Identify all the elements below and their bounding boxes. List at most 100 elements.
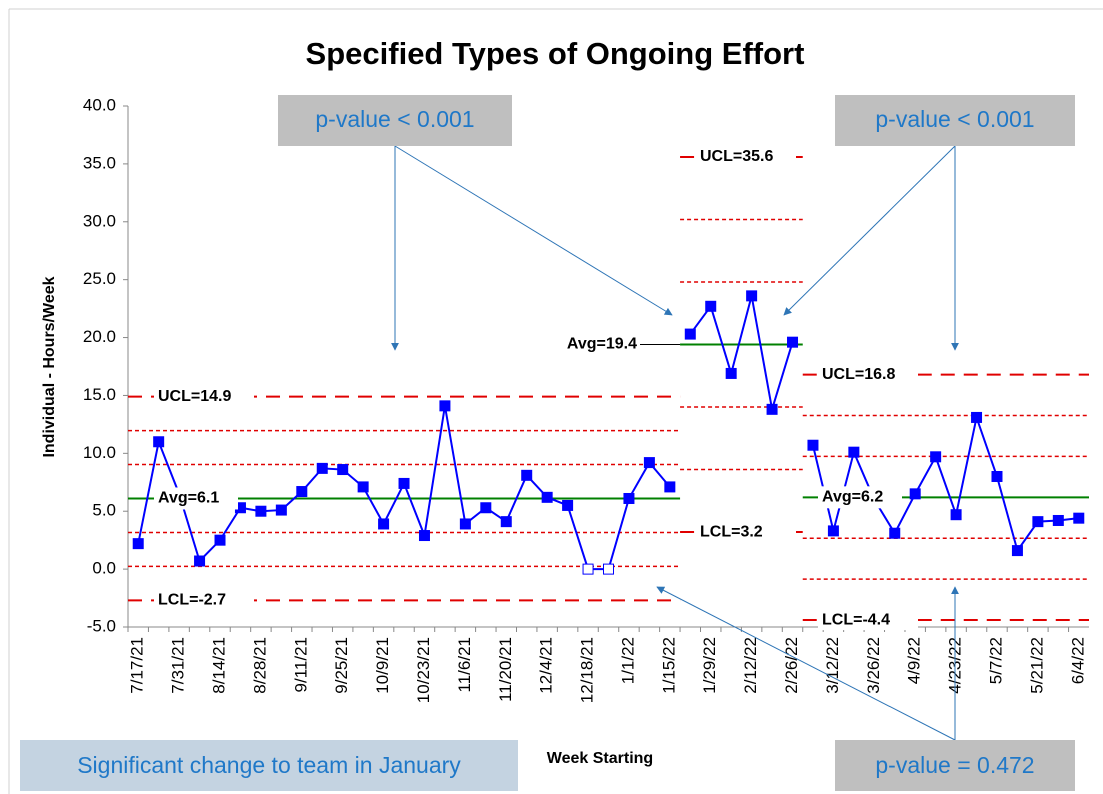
data-point [480, 502, 492, 514]
x-tick-label: 1/15/22 [659, 637, 678, 694]
data-point [296, 486, 308, 498]
data-point [603, 563, 614, 575]
annotation-text: p-value = 0.472 [875, 752, 1034, 778]
data-point [214, 534, 226, 546]
data-point [909, 488, 921, 500]
arrow [783, 145, 956, 316]
data-point [787, 336, 799, 348]
data-point [357, 481, 369, 493]
y-tick-label: 15.0 [83, 385, 116, 404]
data-point [562, 499, 574, 511]
data-point [664, 481, 676, 493]
annotation-text: Significant change to team in January [77, 752, 461, 778]
data-point [623, 492, 635, 504]
limit-label-bg [818, 610, 918, 631]
limit-label: UCL=35.6 [700, 148, 773, 165]
data-point [194, 555, 206, 567]
data-point [827, 525, 839, 537]
arrow [656, 586, 956, 741]
annotation-box [835, 740, 1075, 791]
annotations: p-value < 0.001 p-value < 0.001 Signific… [20, 95, 1075, 791]
data-point [316, 462, 328, 474]
x-tick-label: 5/7/22 [986, 637, 1005, 684]
avg-label: Avg=19.4 [567, 336, 637, 353]
x-tick-label: 6/4/22 [1068, 637, 1087, 684]
data-point [582, 563, 594, 575]
x-tick-label: 7/17/21 [128, 637, 147, 694]
data-point [255, 505, 267, 517]
data-point [398, 477, 410, 489]
x-tick-label: 7/31/21 [169, 637, 188, 694]
data-point [643, 457, 655, 469]
x-tick-label: 9/11/21 [291, 637, 310, 692]
x-tick-label: 3/26/22 [864, 637, 883, 694]
data-point [378, 518, 390, 530]
annotation-text: p-value < 0.001 [875, 106, 1034, 132]
x-tick-label: 5/21/22 [1027, 637, 1046, 694]
limit-label-bg [696, 522, 796, 543]
data-point [439, 400, 451, 412]
limit-label: LCL=3.2 [700, 523, 763, 540]
y-tick-label: 10.0 [83, 443, 116, 462]
limit-label-bg [154, 386, 254, 407]
x-tick-label: 8/14/21 [209, 637, 228, 694]
data-point [889, 527, 901, 539]
data-point [1073, 512, 1085, 524]
x-tick-label: 8/28/21 [250, 637, 269, 694]
x-tick-label: 11/20/21 [496, 637, 515, 702]
y-tick-label: 5.0 [92, 501, 116, 520]
x-tick-label: 10/9/21 [373, 637, 392, 694]
limit-label: LCL=-4.4 [822, 611, 890, 628]
data-point [153, 436, 165, 448]
data-point [521, 469, 533, 481]
data-point [971, 411, 983, 423]
avg-label: Avg=6.2 [822, 489, 883, 506]
x-tick-label: 3/12/22 [823, 637, 842, 694]
data-point [337, 464, 349, 476]
data-point [541, 491, 553, 503]
data-point [991, 470, 1003, 482]
x-tick-label: 12/4/21 [537, 637, 556, 694]
y-tick-label: 35.0 [83, 153, 116, 172]
annotation-box [278, 95, 512, 146]
limit-label: LCL=-2.7 [158, 592, 226, 609]
arrow [394, 145, 673, 316]
annotation-box [835, 95, 1075, 146]
x-tick-label: 9/25/21 [332, 637, 351, 694]
data-point [684, 328, 696, 340]
data-point [459, 518, 471, 530]
x-tick-label: 11/6/21 [455, 637, 474, 692]
data-point [418, 530, 430, 542]
y-tick-label: 40.0 [83, 95, 116, 114]
x-tick-label: 1/29/22 [700, 637, 719, 694]
y-tick-label: -5.0 [87, 616, 116, 635]
data-point [848, 446, 860, 458]
x-axis-label: Week Starting [547, 750, 653, 767]
data-point [807, 439, 819, 451]
avg-label: Avg=6.1 [158, 490, 219, 507]
data-point [132, 538, 144, 550]
avg-label-bg [154, 487, 238, 510]
annotation-text: p-value < 0.001 [315, 106, 474, 132]
y-tick-label: 25.0 [83, 269, 116, 288]
limit-label: UCL=14.9 [158, 388, 231, 405]
y-axis-label: Individual - Hours/Week [41, 276, 58, 457]
data-point [1052, 514, 1064, 526]
x-tick-label: 2/26/22 [782, 637, 801, 694]
limit-label-bg [696, 146, 796, 167]
y-tick-label: 20.0 [83, 327, 116, 346]
x-tick-label: 10/23/21 [414, 637, 433, 703]
data-point [1032, 516, 1044, 528]
x-tick-label: 2/12/22 [741, 637, 760, 694]
y-tick-label: 30.0 [83, 211, 116, 230]
chart-title: Specified Types of Ongoing Effort [306, 36, 805, 71]
annotation-box [20, 740, 518, 791]
x-tick-label: 4/9/22 [905, 637, 924, 684]
data-point [930, 451, 942, 463]
x-tick-label: 1/1/22 [618, 637, 637, 684]
x-tick-label: 12/18/21 [578, 637, 597, 703]
plot-area: -5.0 0.0 5.0 10.0 15.0 20.0 25.0 30.0 35.0 40.0 7/… [83, 95, 1089, 703]
data-point [746, 290, 758, 302]
y-tick-label: 0.0 [92, 559, 116, 578]
